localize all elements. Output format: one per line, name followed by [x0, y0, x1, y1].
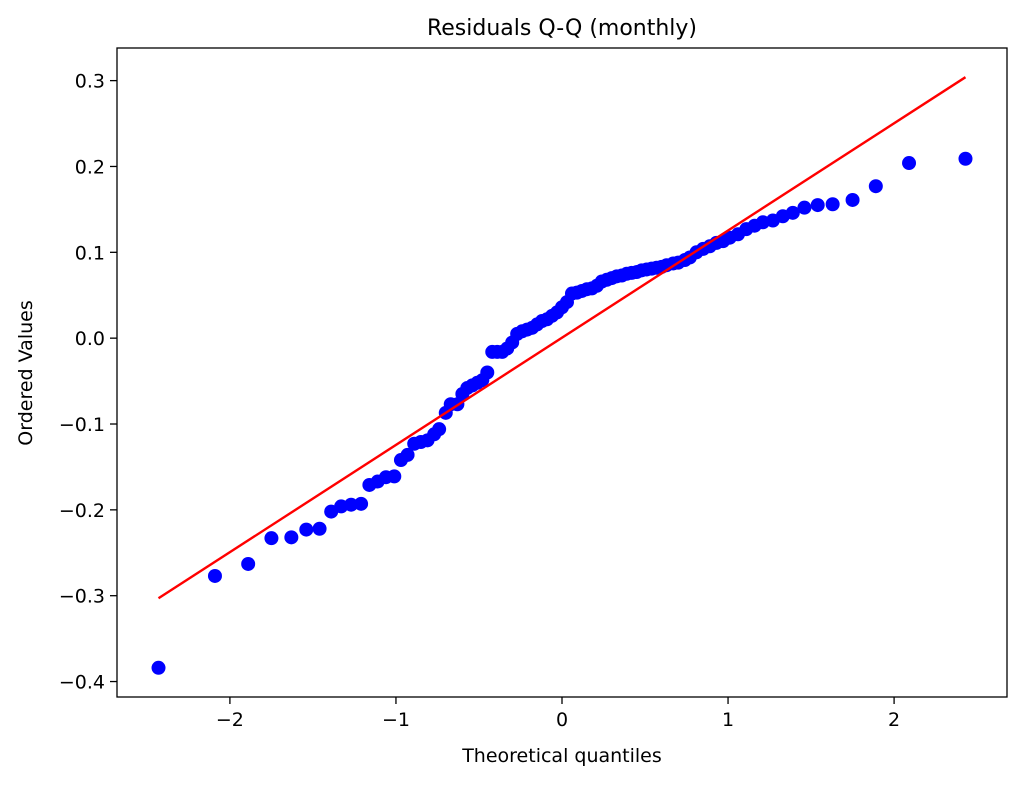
- y-tick-label: −0.4: [59, 672, 105, 694]
- x-axis-label: Theoretical quantiles: [461, 745, 662, 767]
- y-tick-label: 0.0: [75, 328, 105, 350]
- x-tick-label: −2: [216, 709, 244, 731]
- y-tick-label: 0.1: [75, 242, 105, 264]
- data-point: [958, 151, 973, 166]
- data-point: [284, 530, 299, 545]
- chart-title: Residuals Q-Q (monthly): [427, 16, 697, 41]
- data-point: [207, 568, 222, 583]
- plot-area: [151, 76, 973, 675]
- data-point: [400, 447, 415, 462]
- y-axis: −0.4 −0.3 −0.2 −0.1 0.0 0.1 0.2 0.3: [59, 71, 117, 694]
- data-point: [387, 469, 402, 484]
- data-point: [241, 556, 256, 571]
- data-point: [480, 365, 495, 380]
- data-point: [264, 531, 279, 546]
- x-tick-label: 0: [556, 709, 568, 731]
- data-point: [797, 200, 812, 215]
- data-point: [868, 179, 883, 194]
- data-point: [845, 192, 860, 207]
- x-tick-label: 1: [722, 709, 734, 731]
- data-point: [312, 521, 327, 536]
- reference-fit-line: [157, 76, 967, 600]
- data-point: [825, 197, 840, 212]
- x-tick-label: 2: [888, 709, 900, 731]
- data-point: [151, 660, 166, 675]
- y-tick-label: −0.3: [59, 586, 105, 608]
- x-axis: −2 −1 0 1 2: [216, 697, 900, 731]
- y-axis-label: Ordered Values: [15, 300, 37, 445]
- data-point: [902, 156, 917, 171]
- y-tick-label: −0.2: [59, 500, 105, 522]
- data-point: [810, 198, 825, 213]
- data-point: [354, 496, 369, 511]
- y-tick-label: 0.3: [75, 71, 105, 93]
- data-point: [432, 422, 447, 437]
- x-tick-label: −1: [382, 709, 410, 731]
- data-point: [785, 205, 800, 220]
- y-tick-label: 0.2: [75, 156, 105, 178]
- y-tick-label: −0.1: [59, 414, 105, 436]
- data-point: [299, 522, 314, 537]
